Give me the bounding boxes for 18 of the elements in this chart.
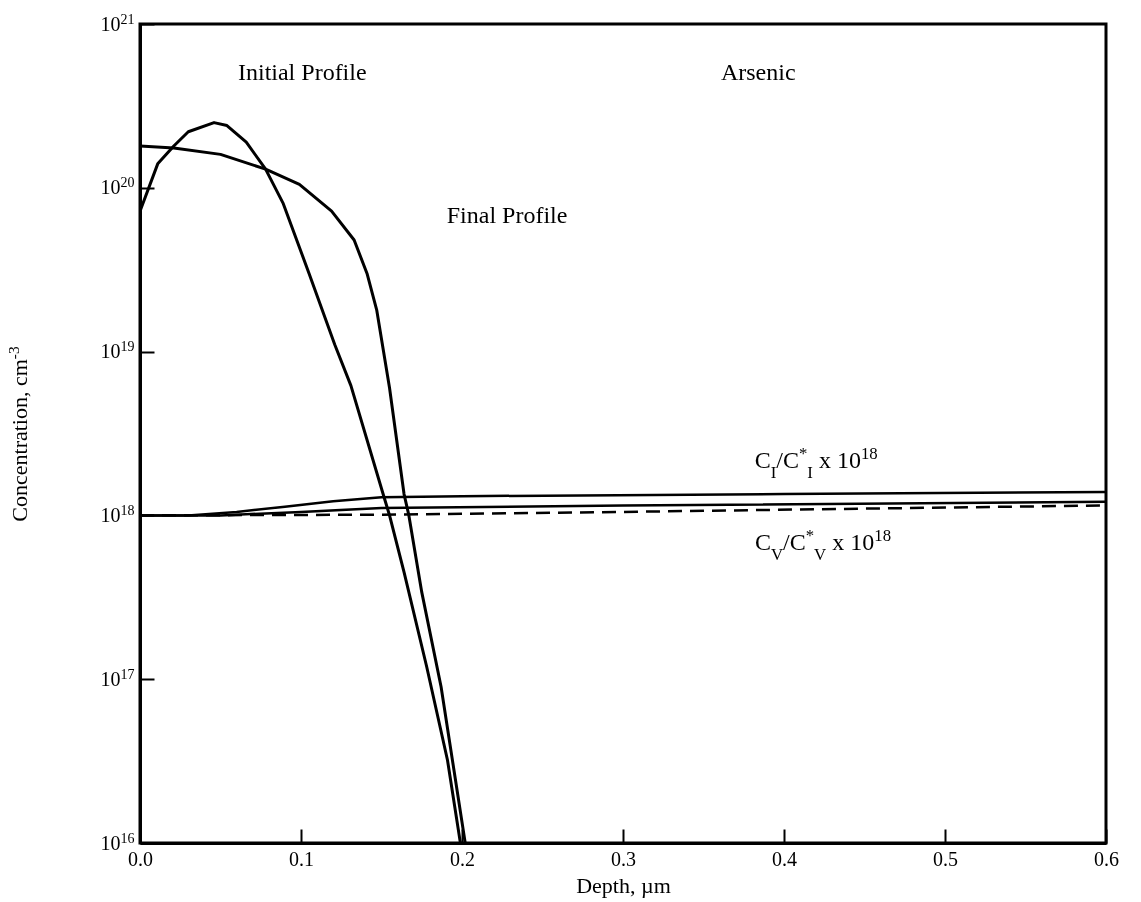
- annotation: Initial Profile: [237, 59, 367, 86]
- annotation: C$_{V}$/C$^{*}$$_{V}$ x 10$^{18}$: [754, 525, 892, 564]
- x-tick-label: 0.3: [611, 847, 636, 870]
- x-tick-label: 0.1: [289, 847, 314, 870]
- y-tick-label: 10$^{19}$: [100, 338, 135, 363]
- annotation: C$_{I}$/C$^{*}$$_{I}$ x 10$^{18}$: [754, 443, 878, 482]
- x-tick-label: 0.0: [128, 847, 153, 870]
- x-axis-title: Depth, µm: [576, 872, 671, 898]
- annotation: Arsenic: [720, 59, 796, 86]
- y-tick-label: 10$^{18}$: [100, 502, 135, 526]
- y-tick-label: 10$^{17}$: [100, 666, 135, 690]
- x-tick-label: 0.2: [450, 847, 475, 870]
- y-tick-label: 10$^{20}$: [100, 174, 135, 199]
- x-tick-label: 0.4: [772, 847, 797, 870]
- x-tick-label: 0.5: [933, 847, 958, 870]
- annotation: Final Profile: [446, 201, 568, 228]
- x-tick-label: 0.6: [1094, 847, 1119, 870]
- y-tick-label: 10$^{21}$: [100, 11, 135, 35]
